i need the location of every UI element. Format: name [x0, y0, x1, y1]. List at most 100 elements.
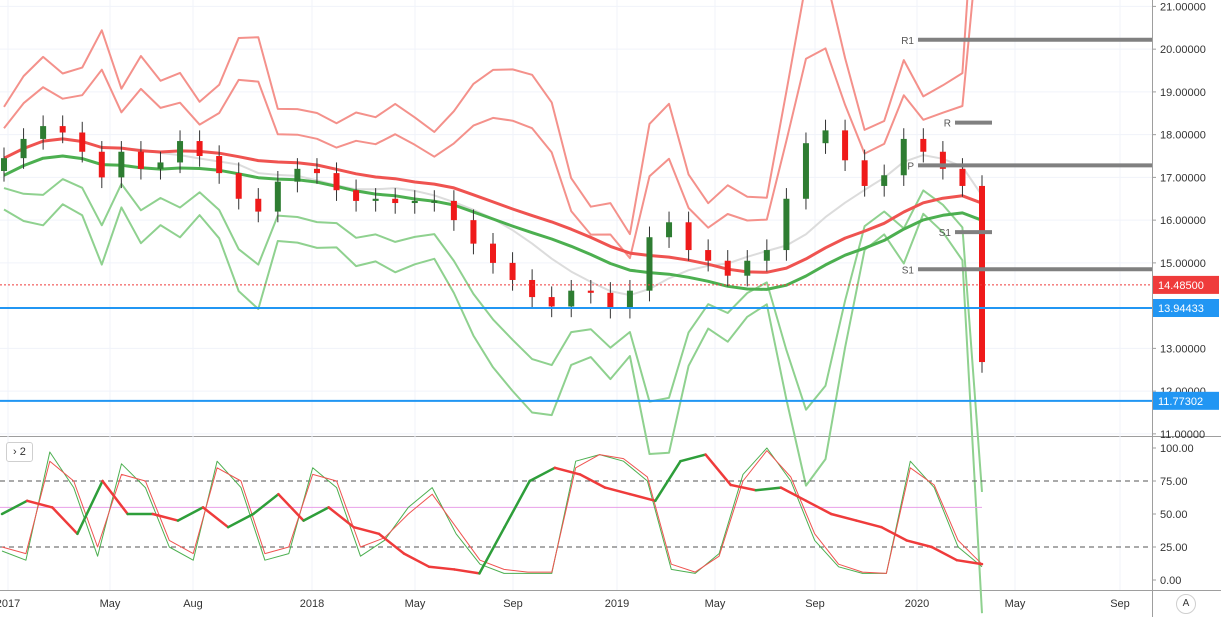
stoch-slow-segment	[0, 499, 29, 516]
stoch-slow-segment	[754, 486, 783, 492]
candle-body	[881, 175, 888, 186]
stoch-tick-label: 50.00	[1160, 509, 1188, 521]
stoch-slow-segment	[327, 506, 356, 529]
chevron-right-icon: ›	[13, 446, 17, 458]
long-ma-red-line	[3, 137, 983, 274]
stoch-k-line	[1, 447, 983, 574]
candle-body	[783, 198, 790, 251]
pivot-label: S1	[902, 265, 915, 276]
stoch-slow-segment	[201, 506, 230, 529]
candle-body	[470, 220, 477, 244]
time-tick-label: May	[1005, 598, 1026, 610]
candle-body	[802, 143, 809, 199]
price-tick-label: 11.00000	[1160, 429, 1205, 441]
stoch-slow-segment	[352, 525, 381, 536]
candle-body	[177, 141, 184, 163]
stoch-slow-segment	[930, 545, 959, 562]
time-tick-label: Sep	[1110, 598, 1130, 610]
stoch-slow-segment	[402, 552, 431, 569]
candle-body	[626, 290, 633, 308]
stoch-slow-segment	[377, 532, 406, 555]
stoch-slow-segment	[51, 506, 79, 536]
candle-body	[568, 290, 575, 307]
candle-body	[255, 198, 262, 212]
candle-body	[392, 198, 399, 204]
candle-body	[235, 173, 242, 199]
stoch-slow-segment	[176, 506, 205, 522]
indicator-pane-label: 2	[19, 446, 26, 458]
candle-body	[607, 292, 614, 308]
price-tick-label: 18.00000	[1160, 130, 1206, 142]
time-tick-label: Sep	[805, 598, 825, 610]
stoch-slow-segment	[880, 525, 908, 542]
stoch-slow-segment	[302, 506, 330, 522]
upper-band-outer	[3, 0, 969, 236]
stoch-slow-segment	[25, 499, 54, 509]
stoch-slow-segment	[553, 466, 582, 476]
time-tick-label: Aug	[183, 598, 203, 610]
candle-body	[137, 151, 144, 169]
upper-band-inner	[3, 0, 974, 260]
pivot-label: R	[944, 119, 951, 130]
price-tick-label: 13.00000	[1160, 343, 1206, 355]
candle-body	[216, 156, 223, 174]
candle-body	[900, 138, 907, 176]
stoch-slow-segment	[654, 459, 682, 503]
stoch-slow-segment	[528, 466, 557, 483]
time-tick-label: May	[705, 598, 726, 610]
candle-body	[98, 151, 105, 178]
candle-body	[1, 158, 7, 171]
pivot-label: S1	[939, 228, 952, 239]
time-tick-label: 2020	[905, 598, 929, 610]
price-tick-label: 17.00000	[1160, 172, 1206, 184]
candle-body	[490, 243, 496, 263]
stoch-slow-segment	[855, 519, 883, 529]
lower-band-inner	[3, 178, 983, 492]
candle-body	[842, 130, 849, 161]
price-tick-label: 21.00000	[1160, 1, 1206, 13]
candle-body	[861, 160, 868, 186]
candle-body	[157, 162, 164, 169]
stoch-slow-segment	[804, 499, 833, 516]
stoch-slow-segment	[729, 483, 758, 492]
stoch-slow-segment	[503, 479, 531, 529]
candle-body	[196, 141, 203, 157]
candle-body	[705, 250, 712, 261]
indicator-pane-button[interactable]: › 2	[6, 442, 33, 462]
candle-body	[646, 237, 653, 291]
candle-body	[333, 173, 340, 191]
candle-body	[20, 138, 27, 159]
candle-body	[959, 168, 966, 186]
stoch-slow-segment	[478, 525, 506, 575]
candle-body	[724, 260, 731, 276]
price-tick-label: 19.00000	[1160, 87, 1206, 99]
stoch-slow-segment	[704, 453, 732, 487]
candle-body	[79, 132, 86, 152]
candle-body	[431, 200, 438, 203]
candle-body	[353, 190, 360, 201]
stoch-slow-segment	[76, 479, 104, 536]
candle-body	[685, 222, 692, 251]
candle-body	[548, 297, 555, 307]
stoch-slow-segment	[277, 492, 305, 522]
auto-scale-button[interactable]: A	[1176, 594, 1196, 614]
pivot-label: P	[907, 161, 914, 172]
stoch-slow-segment	[679, 453, 707, 463]
lower-band-outer	[3, 203, 983, 614]
candle-body	[529, 279, 536, 298]
candle-body	[118, 151, 125, 178]
price-badge	[1153, 391, 1219, 410]
price-badge-label: 13.94433	[1158, 303, 1204, 315]
time-tick-label: 2019	[605, 598, 629, 610]
stoch-slow-segment	[151, 512, 180, 522]
stoch-tick-label: 0.00	[1160, 575, 1181, 587]
stoch-slow-segment	[252, 492, 280, 516]
candle-body	[313, 168, 320, 174]
time-tick-label: 2018	[300, 598, 324, 610]
price-tick-label: 16.00000	[1160, 215, 1206, 227]
stoch-slow-segment	[905, 539, 933, 549]
candle-body	[274, 181, 281, 212]
price-badge-label: 14.48500	[1158, 280, 1204, 292]
candle-body	[411, 200, 418, 204]
